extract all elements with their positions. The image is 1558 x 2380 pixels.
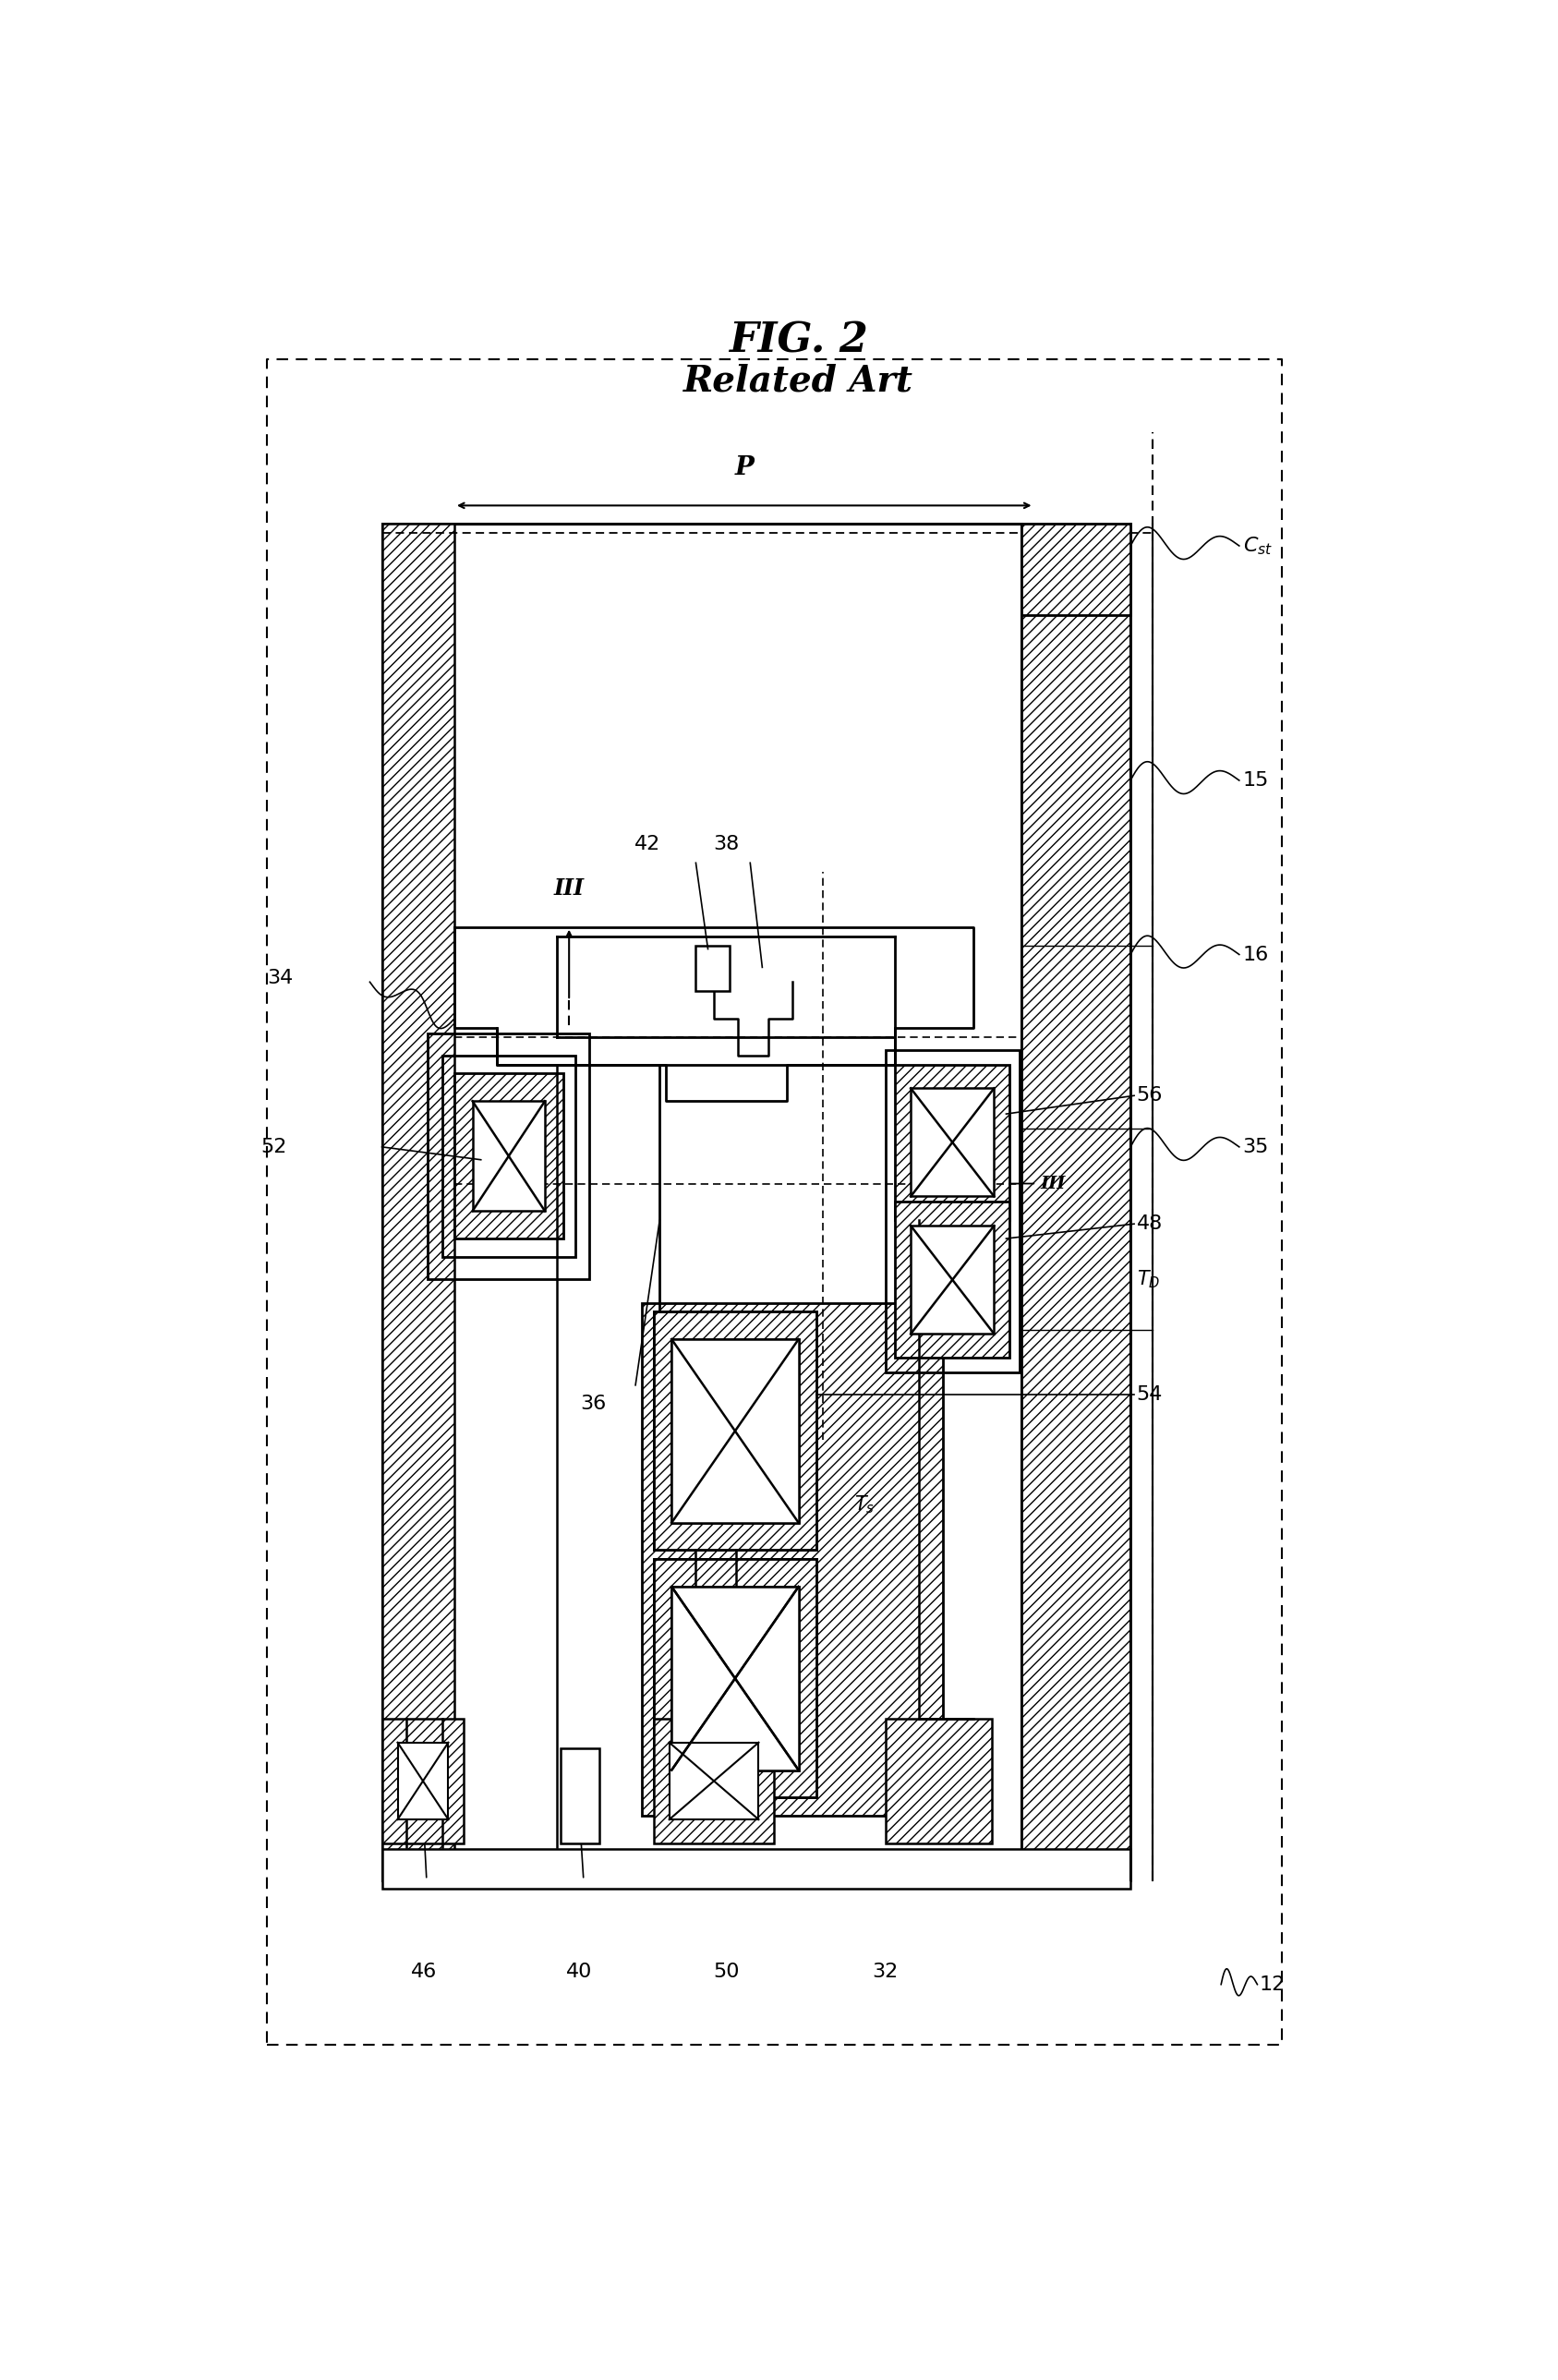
Bar — [696, 945, 729, 990]
Bar — [1022, 524, 1131, 1880]
Bar — [442, 1054, 575, 1257]
Text: III: III — [1041, 1176, 1066, 1192]
Bar — [561, 1747, 600, 1845]
Text: $T_s$: $T_s$ — [855, 1492, 876, 1516]
Text: 32: 32 — [872, 1964, 899, 1980]
Text: 35: 35 — [1243, 1138, 1270, 1157]
Bar — [382, 524, 455, 1880]
Bar — [472, 1102, 545, 1211]
Text: 38: 38 — [714, 835, 738, 854]
Text: 40: 40 — [566, 1964, 592, 1980]
Text: P: P — [734, 455, 754, 481]
Bar — [671, 1340, 798, 1523]
Text: $C_{st}$: $C_{st}$ — [1243, 536, 1273, 557]
Bar — [911, 1088, 994, 1197]
Text: $T_D$: $T_D$ — [1136, 1269, 1161, 1290]
Text: 12: 12 — [1260, 1975, 1285, 1994]
Bar — [642, 1302, 943, 1816]
Text: 56: 56 — [1136, 1085, 1162, 1104]
Text: 52: 52 — [262, 1138, 287, 1157]
Bar — [911, 1226, 994, 1333]
Bar — [885, 1050, 1019, 1373]
Text: 36: 36 — [580, 1395, 606, 1414]
Text: 16: 16 — [1243, 945, 1268, 964]
Bar — [671, 1587, 798, 1771]
Bar — [397, 1742, 449, 1818]
Bar — [885, 1718, 991, 1844]
Bar — [654, 1718, 774, 1844]
Bar — [654, 1559, 816, 1797]
Bar — [428, 1033, 589, 1278]
Bar — [654, 1559, 816, 1797]
Bar — [894, 1064, 1010, 1221]
Bar — [654, 1311, 816, 1549]
Bar — [382, 1718, 464, 1844]
Text: III: III — [553, 878, 584, 900]
Bar — [455, 1073, 562, 1238]
Bar — [654, 1311, 816, 1549]
Text: 34: 34 — [268, 969, 293, 988]
Bar — [1022, 524, 1131, 616]
Bar — [670, 1742, 759, 1818]
Text: 15: 15 — [1243, 771, 1270, 790]
Text: 48: 48 — [1136, 1214, 1162, 1233]
Bar — [382, 524, 1022, 1880]
Text: Related Art: Related Art — [684, 364, 913, 397]
Text: 46: 46 — [411, 1964, 438, 1980]
Text: FIG. 2: FIG. 2 — [729, 321, 868, 359]
Text: 42: 42 — [634, 835, 661, 854]
Bar — [671, 1587, 798, 1771]
Bar — [671, 1340, 798, 1523]
Bar — [382, 1849, 1131, 1890]
Text: 50: 50 — [714, 1964, 738, 1980]
Text: 54: 54 — [1136, 1385, 1162, 1404]
Bar — [894, 1202, 1010, 1357]
